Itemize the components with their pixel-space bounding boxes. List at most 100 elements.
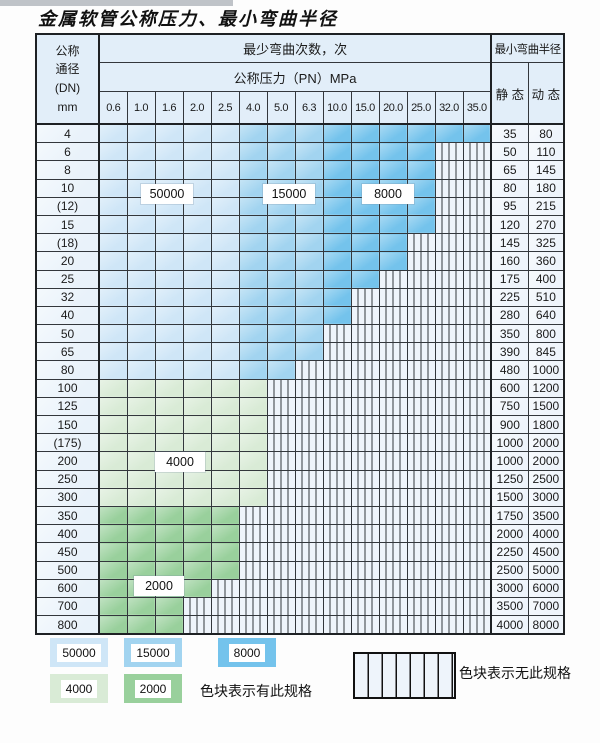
no-spec-cell	[462, 451, 492, 471]
spec-cell	[154, 251, 184, 271]
no-spec-cell	[350, 524, 380, 544]
pressure-col-4.0: 4.0	[238, 91, 268, 125]
hose-spec-table: 公称 通径 (DN) mm 最少弯曲次数，次 最小弯曲半径 公称压力（PN）MP…	[35, 33, 566, 636]
spec-cell	[322, 233, 352, 253]
no-spec-cell	[462, 142, 492, 162]
spec-cell	[238, 414, 268, 435]
spec-cell	[210, 524, 240, 544]
spec-cell	[210, 451, 240, 471]
dynamic-radius-cell: 4500	[527, 542, 565, 562]
spec-cell	[154, 396, 184, 417]
spec-cell	[266, 214, 296, 235]
static-radius-cell: 1750	[490, 505, 529, 526]
spec-cell	[210, 505, 240, 526]
dynamic-radius-cell: 270	[527, 214, 565, 235]
dynamic-radius-cell: 400	[527, 269, 565, 289]
spec-cell	[182, 324, 212, 344]
spec-cell	[322, 160, 352, 180]
no-spec-cell	[462, 287, 492, 307]
spec-cell	[238, 469, 268, 489]
no-spec-cell	[434, 287, 464, 307]
dn-cell: 4	[35, 123, 100, 144]
spec-cell	[126, 233, 156, 253]
no-spec-cell	[406, 469, 436, 489]
spec-cell	[98, 342, 128, 362]
pressure-col-25.0: 25.0	[406, 91, 436, 125]
spec-cell	[154, 342, 184, 362]
no-spec-cell	[294, 487, 324, 507]
no-spec-cell	[462, 433, 492, 453]
spec-cell	[126, 469, 156, 489]
spec-cell	[182, 214, 212, 235]
no-spec-cell	[378, 560, 408, 580]
spec-cell	[294, 305, 324, 326]
no-spec-cell	[462, 414, 492, 435]
dynamic-header: 动 态	[527, 62, 565, 125]
static-radius-cell: 1000	[490, 433, 529, 453]
no-spec-cell	[294, 433, 324, 453]
spec-cell	[126, 251, 156, 271]
no-spec-cell	[238, 505, 268, 526]
spec-cell	[154, 505, 184, 526]
no-spec-cell	[294, 378, 324, 398]
no-spec-cell	[378, 469, 408, 489]
no-spec-cell	[462, 305, 492, 326]
no-spec-cell	[350, 342, 380, 362]
spec-cell	[266, 360, 296, 380]
no-spec-cell	[378, 524, 408, 544]
dynamic-radius-cell: 845	[527, 342, 565, 362]
spec-cell	[294, 214, 324, 235]
no-spec-cell	[462, 342, 492, 362]
spec-cell	[266, 287, 296, 307]
pressure-col-10.0: 10.0	[322, 91, 352, 125]
spec-cell	[126, 123, 156, 144]
spec-cell	[126, 505, 156, 526]
no-spec-cell	[434, 251, 464, 271]
spec-cell	[98, 123, 128, 144]
spec-cell	[210, 251, 240, 271]
no-spec-cell	[434, 505, 464, 526]
table-row-dn-125: 125 750 1500	[35, 396, 565, 417]
spec-cell	[294, 160, 324, 180]
spec-cell	[182, 251, 212, 271]
dn-cell: 20	[35, 251, 100, 271]
spec-cell	[406, 123, 436, 144]
legend-has-spec-text: 色块表示有此规格	[200, 683, 312, 699]
spec-cell	[210, 378, 240, 398]
spec-cell	[266, 305, 296, 326]
spec-cell	[154, 160, 184, 180]
spec-cell	[238, 451, 268, 471]
no-spec-cell	[406, 233, 436, 253]
spec-cell	[266, 251, 296, 271]
static-radius-cell: 600	[490, 378, 529, 398]
no-spec-cell	[462, 487, 492, 507]
spec-cell	[350, 269, 380, 289]
spec-cell	[210, 305, 240, 326]
no-spec-cell	[462, 469, 492, 489]
legend-swatch-label: 15000	[131, 643, 175, 662]
table-row-dn-400: 400 2000 4000	[35, 524, 565, 544]
no-spec-cell	[378, 342, 408, 362]
pressure-col-1.6: 1.6	[154, 91, 184, 125]
spec-cell	[98, 360, 128, 380]
no-spec-cell	[350, 596, 380, 617]
no-spec-cell	[294, 615, 324, 635]
spec-cell	[154, 469, 184, 489]
no-spec-cell	[434, 451, 464, 471]
cycles-label-2000: 2000	[134, 576, 184, 596]
dn-cell: 150	[35, 414, 100, 435]
spec-cell	[266, 160, 296, 180]
no-spec-cell	[378, 487, 408, 507]
spec-cell	[98, 396, 128, 417]
spec-cell	[126, 414, 156, 435]
no-spec-cell	[350, 433, 380, 453]
no-spec-cell	[434, 142, 464, 162]
no-spec-cell	[378, 287, 408, 307]
pressure-col-2.5: 2.5	[210, 91, 240, 125]
spec-cell	[462, 123, 492, 144]
no-spec-cell	[462, 251, 492, 271]
no-spec-cell	[294, 396, 324, 417]
no-spec-cell	[434, 269, 464, 289]
no-spec-cell	[406, 451, 436, 471]
no-spec-cell	[462, 505, 492, 526]
